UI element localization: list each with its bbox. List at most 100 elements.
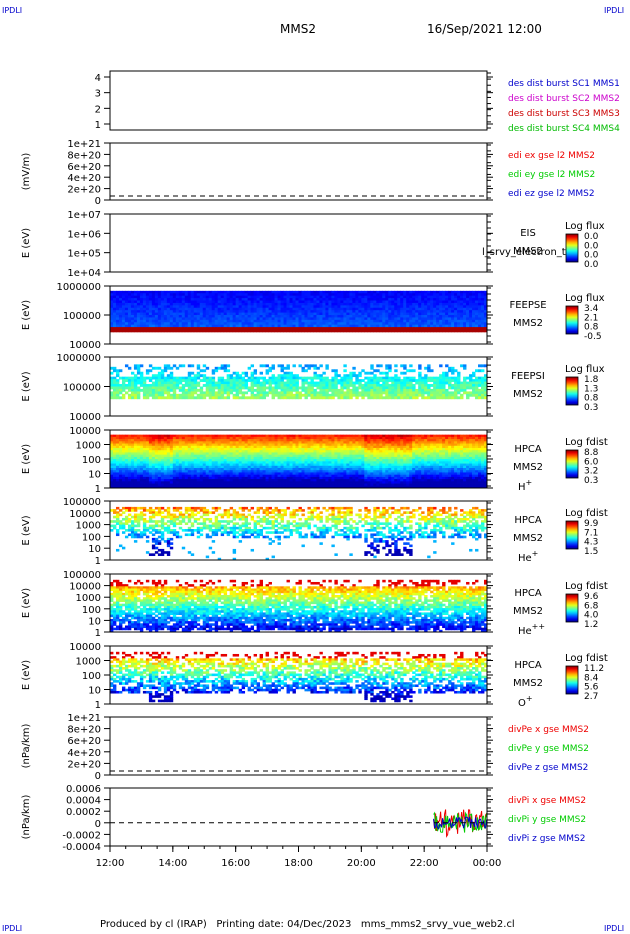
heatmap-cell — [181, 479, 186, 482]
heatmap-cell — [448, 393, 452, 397]
heatmap-cell — [250, 483, 255, 487]
heatmap-cell — [196, 450, 201, 453]
heatmap-cell — [367, 315, 371, 318]
heatmap-cell — [184, 454, 189, 458]
heatmap-cell — [199, 472, 204, 476]
heatmap-cell — [328, 312, 332, 316]
heatmap-cell — [262, 393, 266, 397]
heatmap-cell — [175, 472, 180, 476]
heatmap-cell — [136, 388, 141, 392]
heatmap-cell — [271, 315, 275, 318]
heatmap-cell — [250, 298, 255, 301]
heatmap-cell — [151, 479, 156, 482]
heatmap-cell — [307, 329, 311, 333]
heatmap-cell — [160, 379, 165, 382]
heatmap-cell — [289, 396, 293, 400]
heatmap-cell — [274, 302, 278, 306]
heatmap-cell — [442, 307, 446, 311]
heatmap-cell — [169, 472, 174, 476]
heatmap-cell — [175, 452, 180, 456]
heatmap-cell — [262, 470, 266, 473]
heatmap-cell — [361, 384, 365, 387]
heatmap-cell — [205, 454, 210, 458]
heatmap-cell — [139, 290, 144, 294]
heatmap-cell — [475, 384, 479, 387]
heatmap-cell — [316, 391, 320, 395]
heatmap-cell — [172, 461, 177, 464]
heatmap-cell — [310, 393, 314, 397]
heatmap-cell — [295, 381, 299, 385]
heatmap-cell — [427, 391, 431, 395]
heatmap-cell — [331, 293, 335, 297]
heatmap-cell — [427, 396, 431, 400]
heatmap-cell — [211, 467, 216, 471]
heatmap-cell — [181, 295, 186, 299]
heatmap-cell — [322, 302, 326, 306]
heatmap-cell — [115, 396, 120, 400]
heatmap-cell — [124, 300, 129, 304]
heatmap-cell — [436, 393, 440, 397]
heatmap-cell — [136, 479, 141, 482]
heatmap-cell — [145, 476, 150, 480]
heatmap-cell — [148, 322, 153, 326]
heatmap-cell — [232, 298, 237, 301]
heatmap-cell — [121, 439, 126, 442]
y-tick-label: 1000000 — [56, 353, 101, 364]
colorbar-tick: 0.0 — [584, 260, 599, 270]
heatmap-cell — [124, 307, 129, 311]
heatmap-cell — [262, 310, 266, 313]
heatmap-cell — [334, 374, 338, 378]
heatmap-cell — [115, 300, 120, 304]
heatmap-cell — [142, 474, 147, 478]
heatmap-cell — [376, 290, 380, 294]
heatmap-cell — [448, 386, 452, 390]
heatmap-cell — [163, 307, 168, 311]
heatmap-cell — [373, 386, 377, 390]
heatmap-cell — [121, 393, 126, 397]
heatmap-cell — [403, 384, 407, 387]
heatmap-cell — [115, 293, 120, 297]
heatmap-cell — [376, 369, 380, 373]
heatmap-cell — [403, 293, 407, 297]
heatmap-cell — [226, 317, 231, 321]
heatmap-cell — [229, 293, 234, 297]
heatmap-cell — [178, 461, 183, 464]
heatmap-cell — [355, 319, 359, 323]
heatmap-cell — [466, 290, 470, 294]
heatmap-cell — [286, 324, 290, 328]
heatmap-cell — [472, 379, 476, 382]
heatmap-cell — [379, 302, 383, 306]
heatmap-cell — [175, 295, 180, 299]
heatmap-cell — [430, 324, 434, 328]
heatmap-cell — [334, 298, 338, 301]
heatmap-cell — [442, 317, 446, 321]
heatmap-cell — [136, 310, 141, 313]
heatmap-cell — [250, 300, 255, 304]
heatmap-cell — [322, 310, 326, 313]
heatmap-cell — [163, 391, 168, 395]
heatmap-cell — [166, 434, 171, 438]
heatmap-cell — [202, 293, 207, 297]
heatmap-cell — [283, 391, 287, 395]
heatmap-cell — [175, 470, 180, 473]
heatmap-cell — [166, 364, 171, 368]
heatmap-cell — [136, 474, 141, 478]
heatmap-cell — [343, 327, 347, 330]
heatmap-cell — [286, 445, 290, 449]
heatmap-cell — [427, 386, 431, 390]
heatmap-cell — [217, 470, 222, 473]
heatmap-cell — [169, 465, 174, 469]
heatmap-cell — [217, 312, 222, 316]
heatmap-cell — [244, 324, 249, 328]
heatmap-cell — [139, 434, 144, 438]
heatmap-cell — [127, 450, 132, 453]
heatmap-cell — [328, 298, 332, 301]
heatmap-cell — [127, 386, 132, 390]
heatmap-cell — [118, 439, 123, 442]
heatmap-cell — [121, 324, 126, 328]
heatmap-cell — [223, 290, 228, 294]
heatmap-cell — [439, 384, 443, 387]
heatmap-cell — [253, 456, 258, 460]
heatmap-cell — [235, 461, 240, 464]
heatmap-cell — [229, 384, 234, 387]
